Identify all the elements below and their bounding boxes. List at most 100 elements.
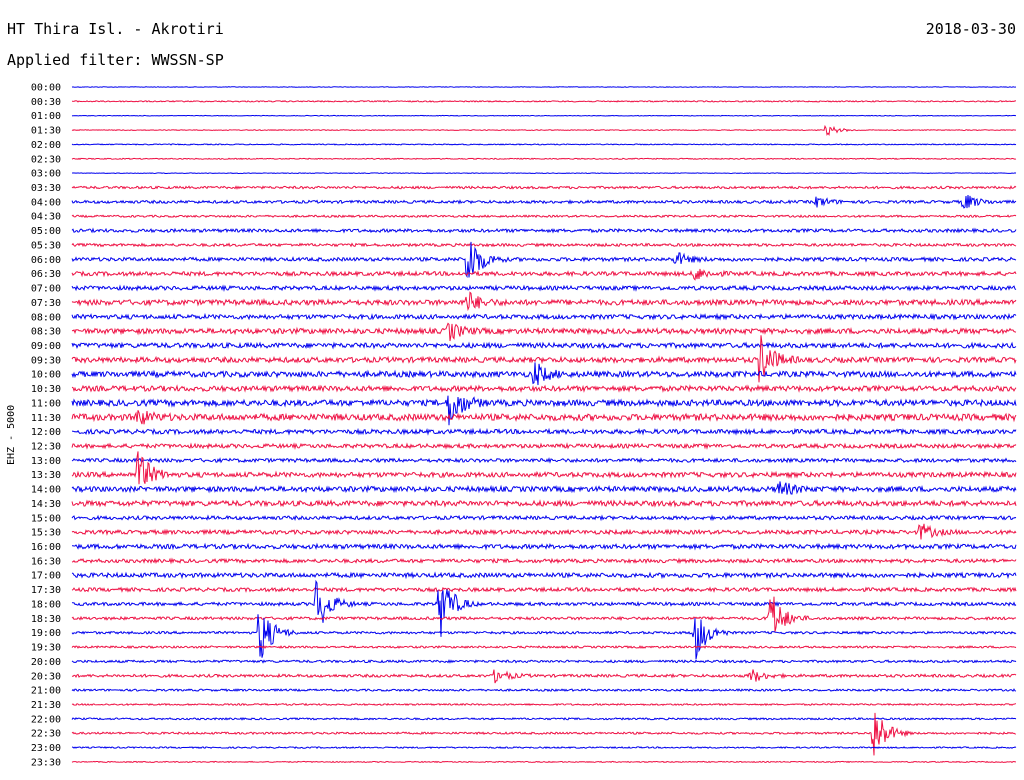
trace-line [71,124,1017,136]
row-time-label: 11:00 [31,398,61,409]
trace-line [71,596,1017,632]
trace-line [71,268,1017,281]
trace-line [71,659,1017,664]
row-time-label: 00:30 [31,97,61,108]
trace-line [71,717,1017,721]
trace-line [71,291,1017,312]
trace-line [71,322,1017,342]
trace-line [71,614,1017,660]
row-time-label: 16:00 [31,542,61,553]
trace-line [71,760,1017,764]
row-time-label: 06:00 [31,255,61,266]
row-time-label: 06:30 [31,269,61,280]
trace-line [71,100,1017,103]
trace-line [71,172,1017,175]
trace-line [71,579,1017,637]
trace-line [71,542,1017,551]
date-label: 2018-03-30 [925,20,1016,38]
row-time-label: 03:00 [31,169,61,180]
trace-line [71,194,1017,209]
row-time-label: 19:00 [31,628,61,639]
trace-line [71,557,1017,565]
trace-line [71,457,1017,464]
row-time-label: 21:30 [31,700,61,711]
trace-line [71,442,1017,450]
row-time-label: 01:30 [31,126,61,137]
trace-line [71,214,1017,219]
row-time-label: 02:30 [31,154,61,165]
row-time-label: 14:00 [31,485,61,496]
trace-line [71,241,1017,279]
row-time-label: 07:00 [31,284,61,295]
trace-line [71,227,1017,234]
row-time-label: 23:00 [31,743,61,754]
row-time-label: 04:30 [31,212,61,223]
trace-line [71,427,1017,436]
row-time-label: 17:30 [31,585,61,596]
row-time-label: 17:00 [31,571,61,582]
row-time-label: 12:30 [31,442,61,453]
row-time-label: 08:30 [31,327,61,338]
trace-line [71,86,1017,88]
trace-line [71,335,1017,383]
row-time-label: 15:00 [31,513,61,524]
trace-line [71,514,1017,522]
row-time-label: 16:30 [31,556,61,567]
row-time-label: 09:00 [31,341,61,352]
station-title: HT Thira Isl. - Akrotiri [7,20,224,38]
filter-label: Applied filter: WWSSN-SP [7,51,224,69]
row-time-label: 14:30 [31,499,61,510]
trace-line [71,114,1017,117]
trace-line [71,523,1017,540]
trace-line [71,451,1017,485]
row-time-label: 18:00 [31,599,61,610]
row-time-label: 05:00 [31,226,61,237]
row-time-label: 04:00 [31,197,61,208]
trace-line [71,157,1017,160]
row-time-label: 02:00 [31,140,61,151]
trace-line [71,284,1017,293]
trace-line [71,499,1017,508]
row-time-label: 20:30 [31,671,61,682]
trace-line [71,341,1017,350]
trace-line [71,185,1017,190]
trace-line [71,669,1017,684]
row-time-label: 09:30 [31,355,61,366]
row-time-label: 11:30 [31,413,61,424]
trace-line [71,702,1017,707]
row-time-label: 23:30 [31,757,61,768]
row-time-label: 07:30 [31,298,61,309]
trace-line [71,410,1017,425]
row-time-label: 22:00 [31,714,61,725]
trace-line [71,688,1017,693]
trace-line [71,384,1017,393]
row-time-label: 13:00 [31,456,61,467]
row-time-label: 01:00 [31,111,61,122]
trace-line [71,395,1017,426]
trace-line [71,242,1017,248]
row-time-label: 19:30 [31,643,61,654]
row-time-label: 20:00 [31,657,61,668]
trace-line [71,362,1017,386]
trace-line [71,746,1017,750]
trace-line [71,645,1017,650]
trace-line [71,586,1017,593]
trace-line [71,143,1017,146]
trace-line [71,571,1017,580]
row-time-label: 03:30 [31,183,61,194]
row-time-label: 12:00 [31,427,61,438]
row-time-label: 15:30 [31,528,61,539]
trace-line [71,712,1017,756]
row-time-label: 00:00 [31,83,61,94]
row-time-label: 22:30 [31,729,61,740]
row-time-label: 13:30 [31,470,61,481]
trace-line [71,481,1017,495]
trace-line [71,312,1017,321]
row-time-label: 05:30 [31,240,61,251]
row-time-label: 10:30 [31,384,61,395]
row-time-label: 18:30 [31,614,61,625]
row-time-label: 21:00 [31,686,61,697]
row-time-label: 10:00 [31,370,61,381]
row-time-label: 08:00 [31,312,61,323]
